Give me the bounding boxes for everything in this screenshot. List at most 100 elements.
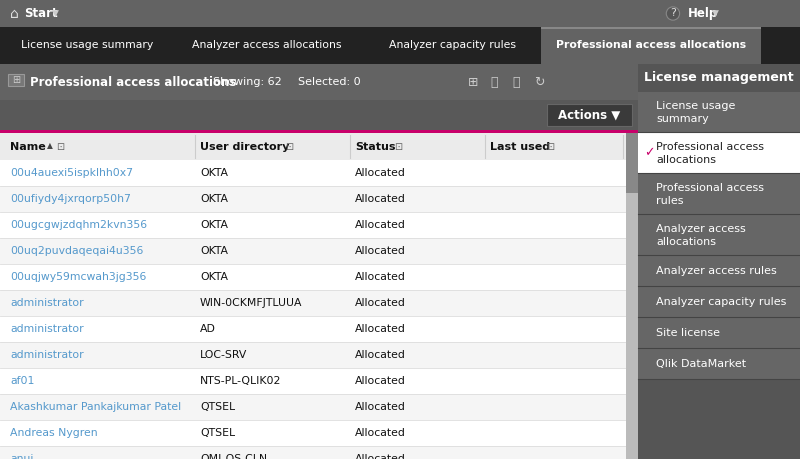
Text: Allocated: Allocated xyxy=(355,272,406,282)
Text: QMI-QS-CLN: QMI-QS-CLN xyxy=(200,454,267,459)
Text: Status: Status xyxy=(355,141,395,151)
Bar xyxy=(0,0,800,27)
Text: Qlik DataMarket: Qlik DataMarket xyxy=(656,359,746,369)
Text: ⊡: ⊡ xyxy=(394,141,402,151)
Text: Start: Start xyxy=(24,7,58,20)
Text: WIN-0CKMFJTLUUA: WIN-0CKMFJTLUUA xyxy=(200,298,302,308)
Text: Allocated: Allocated xyxy=(355,428,406,438)
Text: OKTA: OKTA xyxy=(200,246,228,256)
Text: Analyzer access rules: Analyzer access rules xyxy=(656,266,777,276)
Text: Allocated: Allocated xyxy=(355,402,406,412)
Text: Professional access: Professional access xyxy=(656,142,764,152)
Text: ⌂: ⌂ xyxy=(10,6,18,21)
Bar xyxy=(0,394,626,420)
Text: ⊡: ⊡ xyxy=(546,141,554,151)
Text: Allocated: Allocated xyxy=(355,324,406,334)
Text: ✓: ✓ xyxy=(644,146,654,159)
Text: ▲: ▲ xyxy=(47,141,53,150)
Bar xyxy=(638,64,800,459)
Text: allocations: allocations xyxy=(656,155,716,165)
Bar xyxy=(638,349,800,379)
Bar xyxy=(0,64,800,459)
Bar xyxy=(547,104,632,126)
Bar xyxy=(638,64,800,459)
Text: QTSEL: QTSEL xyxy=(200,402,235,412)
Text: 🔖: 🔖 xyxy=(512,75,519,89)
Text: ⊡: ⊡ xyxy=(285,141,294,151)
Text: 00u4auexi5ispklhh0x7: 00u4auexi5ispklhh0x7 xyxy=(10,168,133,178)
Bar xyxy=(0,186,626,212)
Bar xyxy=(0,212,626,238)
Text: LOC-SRV: LOC-SRV xyxy=(200,350,247,360)
Text: User directory: User directory xyxy=(200,141,290,151)
Text: Professional access allocations: Professional access allocations xyxy=(30,75,236,89)
Bar xyxy=(0,368,626,394)
Text: QTSEL: QTSEL xyxy=(200,428,235,438)
Text: Allocated: Allocated xyxy=(355,194,406,204)
Bar xyxy=(0,316,626,342)
Text: af01: af01 xyxy=(10,376,34,386)
Text: ▼: ▼ xyxy=(712,9,719,18)
Text: 00ugcgwjzdqhm2kvn356: 00ugcgwjzdqhm2kvn356 xyxy=(10,220,147,230)
Text: License usage summary: License usage summary xyxy=(21,40,154,50)
Text: Analyzer access: Analyzer access xyxy=(656,224,746,234)
Text: anuj: anuj xyxy=(10,454,34,459)
Text: Help: Help xyxy=(688,7,718,20)
Bar xyxy=(638,92,800,132)
Text: Allocated: Allocated xyxy=(355,220,406,230)
Bar xyxy=(0,264,626,290)
Text: 00ufiydy4jxrqorp50h7: 00ufiydy4jxrqorp50h7 xyxy=(10,194,131,204)
Bar xyxy=(638,133,800,173)
Bar xyxy=(0,238,626,264)
Bar xyxy=(542,27,762,29)
Text: AD: AD xyxy=(200,324,216,334)
Text: Akashkumar Pankajkumar Patel: Akashkumar Pankajkumar Patel xyxy=(10,402,181,412)
Bar xyxy=(0,133,638,160)
Text: Allocated: Allocated xyxy=(355,350,406,360)
Bar xyxy=(0,446,626,459)
Text: License usage: License usage xyxy=(656,101,735,111)
Text: OKTA: OKTA xyxy=(200,194,228,204)
Text: administrator: administrator xyxy=(10,350,84,360)
Text: rules: rules xyxy=(656,196,683,206)
Bar xyxy=(0,27,800,64)
Text: Name: Name xyxy=(10,141,46,151)
Text: Selected: 0: Selected: 0 xyxy=(298,77,361,87)
Text: Analyzer capacity rules: Analyzer capacity rules xyxy=(390,40,517,50)
Text: 🔍: 🔍 xyxy=(490,75,498,89)
Text: Andreas Nygren: Andreas Nygren xyxy=(10,428,98,438)
Text: Allocated: Allocated xyxy=(355,298,406,308)
Bar xyxy=(626,133,638,459)
Bar xyxy=(0,290,626,316)
Text: Actions ▼: Actions ▼ xyxy=(558,108,621,122)
Text: allocations: allocations xyxy=(656,237,716,247)
Text: ⊡: ⊡ xyxy=(56,141,64,151)
Text: OKTA: OKTA xyxy=(200,220,228,230)
Text: ⊞: ⊞ xyxy=(468,75,478,89)
Text: administrator: administrator xyxy=(10,324,84,334)
Text: Last used: Last used xyxy=(490,141,550,151)
Text: Allocated: Allocated xyxy=(355,168,406,178)
Bar xyxy=(638,318,800,348)
Text: Analyzer access allocations: Analyzer access allocations xyxy=(192,40,342,50)
Bar xyxy=(638,215,800,255)
Text: Allocated: Allocated xyxy=(355,246,406,256)
Bar xyxy=(542,27,762,64)
Bar xyxy=(8,74,24,86)
Bar xyxy=(626,133,638,193)
Text: Site license: Site license xyxy=(656,328,720,338)
Bar xyxy=(0,130,638,133)
Text: ▼: ▼ xyxy=(52,9,59,18)
Text: Allocated: Allocated xyxy=(355,376,406,386)
Text: ?: ? xyxy=(670,9,676,18)
Bar xyxy=(0,100,638,130)
Text: ↻: ↻ xyxy=(534,75,545,89)
Text: summary: summary xyxy=(656,114,709,124)
Text: Professional access: Professional access xyxy=(656,183,764,193)
Bar xyxy=(0,64,638,100)
Text: Allocated: Allocated xyxy=(355,454,406,459)
Bar xyxy=(0,420,626,446)
Text: Showing: 62: Showing: 62 xyxy=(213,77,282,87)
Bar xyxy=(0,342,626,368)
Bar xyxy=(638,287,800,317)
